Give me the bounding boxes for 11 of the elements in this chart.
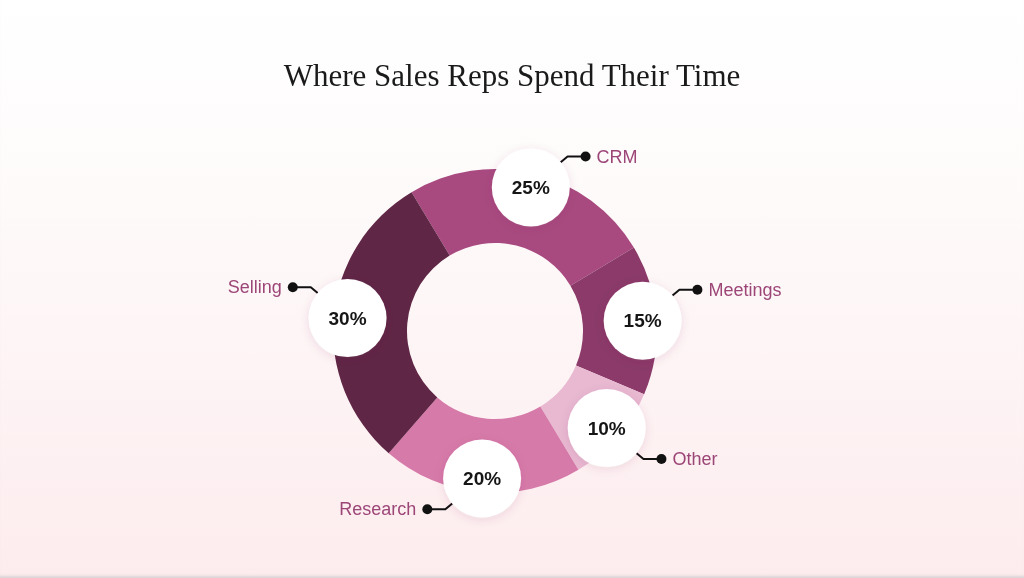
slice-label: Other xyxy=(672,448,718,469)
slice-label: Selling xyxy=(227,277,282,298)
slice-label: CRM xyxy=(596,146,638,167)
slice-label: Research xyxy=(339,499,417,520)
data-label: 10% xyxy=(587,417,626,439)
data-label: 20% xyxy=(463,467,502,489)
data-label: 30% xyxy=(328,307,367,329)
data-label: 25% xyxy=(511,176,550,198)
slice-label: Meetings xyxy=(708,279,782,300)
data-label: 15% xyxy=(623,310,662,332)
chart-title: Where Sales Reps Spend Their Time xyxy=(282,58,742,94)
